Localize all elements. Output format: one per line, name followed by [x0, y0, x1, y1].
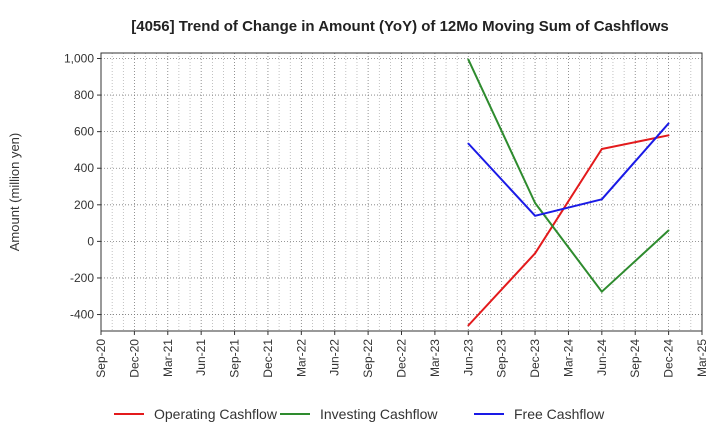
data-point-investing-cashflow [534, 202, 536, 204]
data-point-operating-cashflow [467, 324, 470, 327]
y-tick-label: 200 [74, 198, 94, 212]
x-tick-label: Mar-23 [428, 339, 442, 377]
legend-label-operating-cashflow: Operating Cashflow [154, 406, 278, 422]
x-tick-label: Dec-22 [395, 339, 409, 378]
x-tick-label: Mar-22 [294, 339, 308, 377]
series-line-operating-cashflow [467, 134, 669, 327]
series-line-investing-cashflow [467, 58, 670, 293]
chart-title: [4056] Trend of Change in Amount (YoY) o… [131, 18, 669, 35]
x-tick-label: Mar-25 [695, 339, 709, 377]
x-tick-label: Sep-22 [361, 339, 375, 378]
data-point-free-cashflow [467, 142, 470, 145]
data-point-free-cashflow [534, 214, 536, 217]
y-tick-label: 800 [74, 88, 94, 102]
legend-label-free-cashflow: Free Cashflow [514, 406, 605, 422]
data-point-investing-cashflow [600, 290, 603, 293]
x-tick-label: Dec-23 [528, 339, 542, 378]
data-point-free-cashflow [600, 198, 603, 201]
x-tick-label: Dec-24 [662, 339, 676, 378]
x-tick-label: Sep-23 [495, 339, 509, 378]
plot-area: -400 -200 0 200 400 600 800 1,000 Sep-20 Dec-20 Ma… [64, 51, 709, 377]
data-point-operating-cashflow [600, 148, 603, 150]
data-point-investing-cashflow [467, 58, 470, 61]
y-tick-label: -200 [70, 271, 94, 285]
series-line-free-cashflow [467, 122, 670, 217]
x-tick-label: Jun-22 [328, 339, 342, 376]
legend-label-investing-cashflow: Investing Cashflow [320, 406, 438, 422]
x-tick-label: Jun-24 [595, 339, 609, 376]
legend: Operating Cashflow Investing Cashflow Free… [114, 406, 605, 422]
y-axis-label: Amount (million yen) [7, 133, 22, 252]
x-tick-label: Jun-21 [194, 339, 208, 376]
y-tick-label: 400 [74, 161, 94, 175]
x-tick-label: Sep-24 [628, 339, 642, 378]
data-point-operating-cashflow [534, 252, 536, 255]
y-tick-label: 600 [74, 125, 94, 139]
x-tick-label: Mar-21 [161, 339, 175, 377]
x-tick-label: Sep-21 [228, 339, 242, 378]
data-point-free-cashflow [667, 122, 670, 125]
x-tick-label: Sep-20 [94, 339, 108, 378]
x-tick-label: Dec-21 [261, 339, 275, 378]
data-point-operating-cashflow [667, 134, 670, 137]
data-point-investing-cashflow [667, 229, 670, 232]
x-tick-label: Mar-24 [561, 339, 575, 377]
y-tick-label: -400 [70, 308, 94, 322]
y-tick-label: 1,000 [64, 51, 94, 65]
y-tick-label: 0 [87, 234, 94, 248]
x-tick-label: Dec-20 [127, 339, 141, 378]
x-tick-label: Jun-23 [461, 339, 475, 376]
